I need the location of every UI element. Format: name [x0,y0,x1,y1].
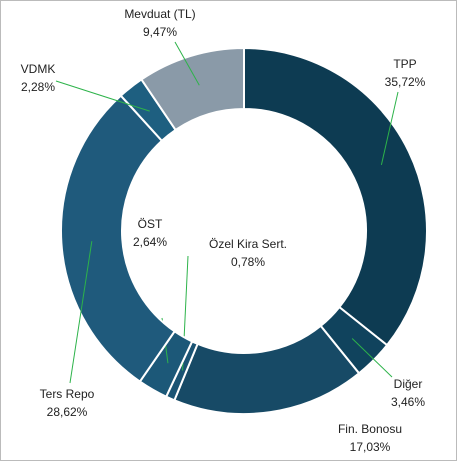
category-label: VDMK [21,62,56,76]
category-label: Mevduat (TL) [124,7,195,21]
category-label: ÖST [138,217,163,231]
leader-line [380,91,399,165]
value-label: 2,64% [133,235,167,249]
category-label: Fin. Bonosu [338,422,402,436]
value-label: 17,03% [350,440,391,454]
leader-line [55,80,150,112]
donut-segment [140,46,245,132]
value-label: 9,47% [143,25,177,39]
leader-line [174,41,200,86]
category-label: Özel Kira Sert. [209,237,287,251]
value-label: 28,62% [47,405,88,419]
category-label: TPP [393,57,416,71]
value-label: 2,28% [21,80,55,94]
donut-segment [60,94,176,383]
category-label: Ters Repo [40,387,95,401]
leader-line [351,338,393,378]
category-label: Diğer [394,377,423,391]
donut-segment [243,46,428,347]
value-label: 3,46% [391,395,425,409]
value-label: 35,72% [385,75,426,89]
value-label: 0,78% [231,255,265,269]
leader-line [69,241,93,384]
